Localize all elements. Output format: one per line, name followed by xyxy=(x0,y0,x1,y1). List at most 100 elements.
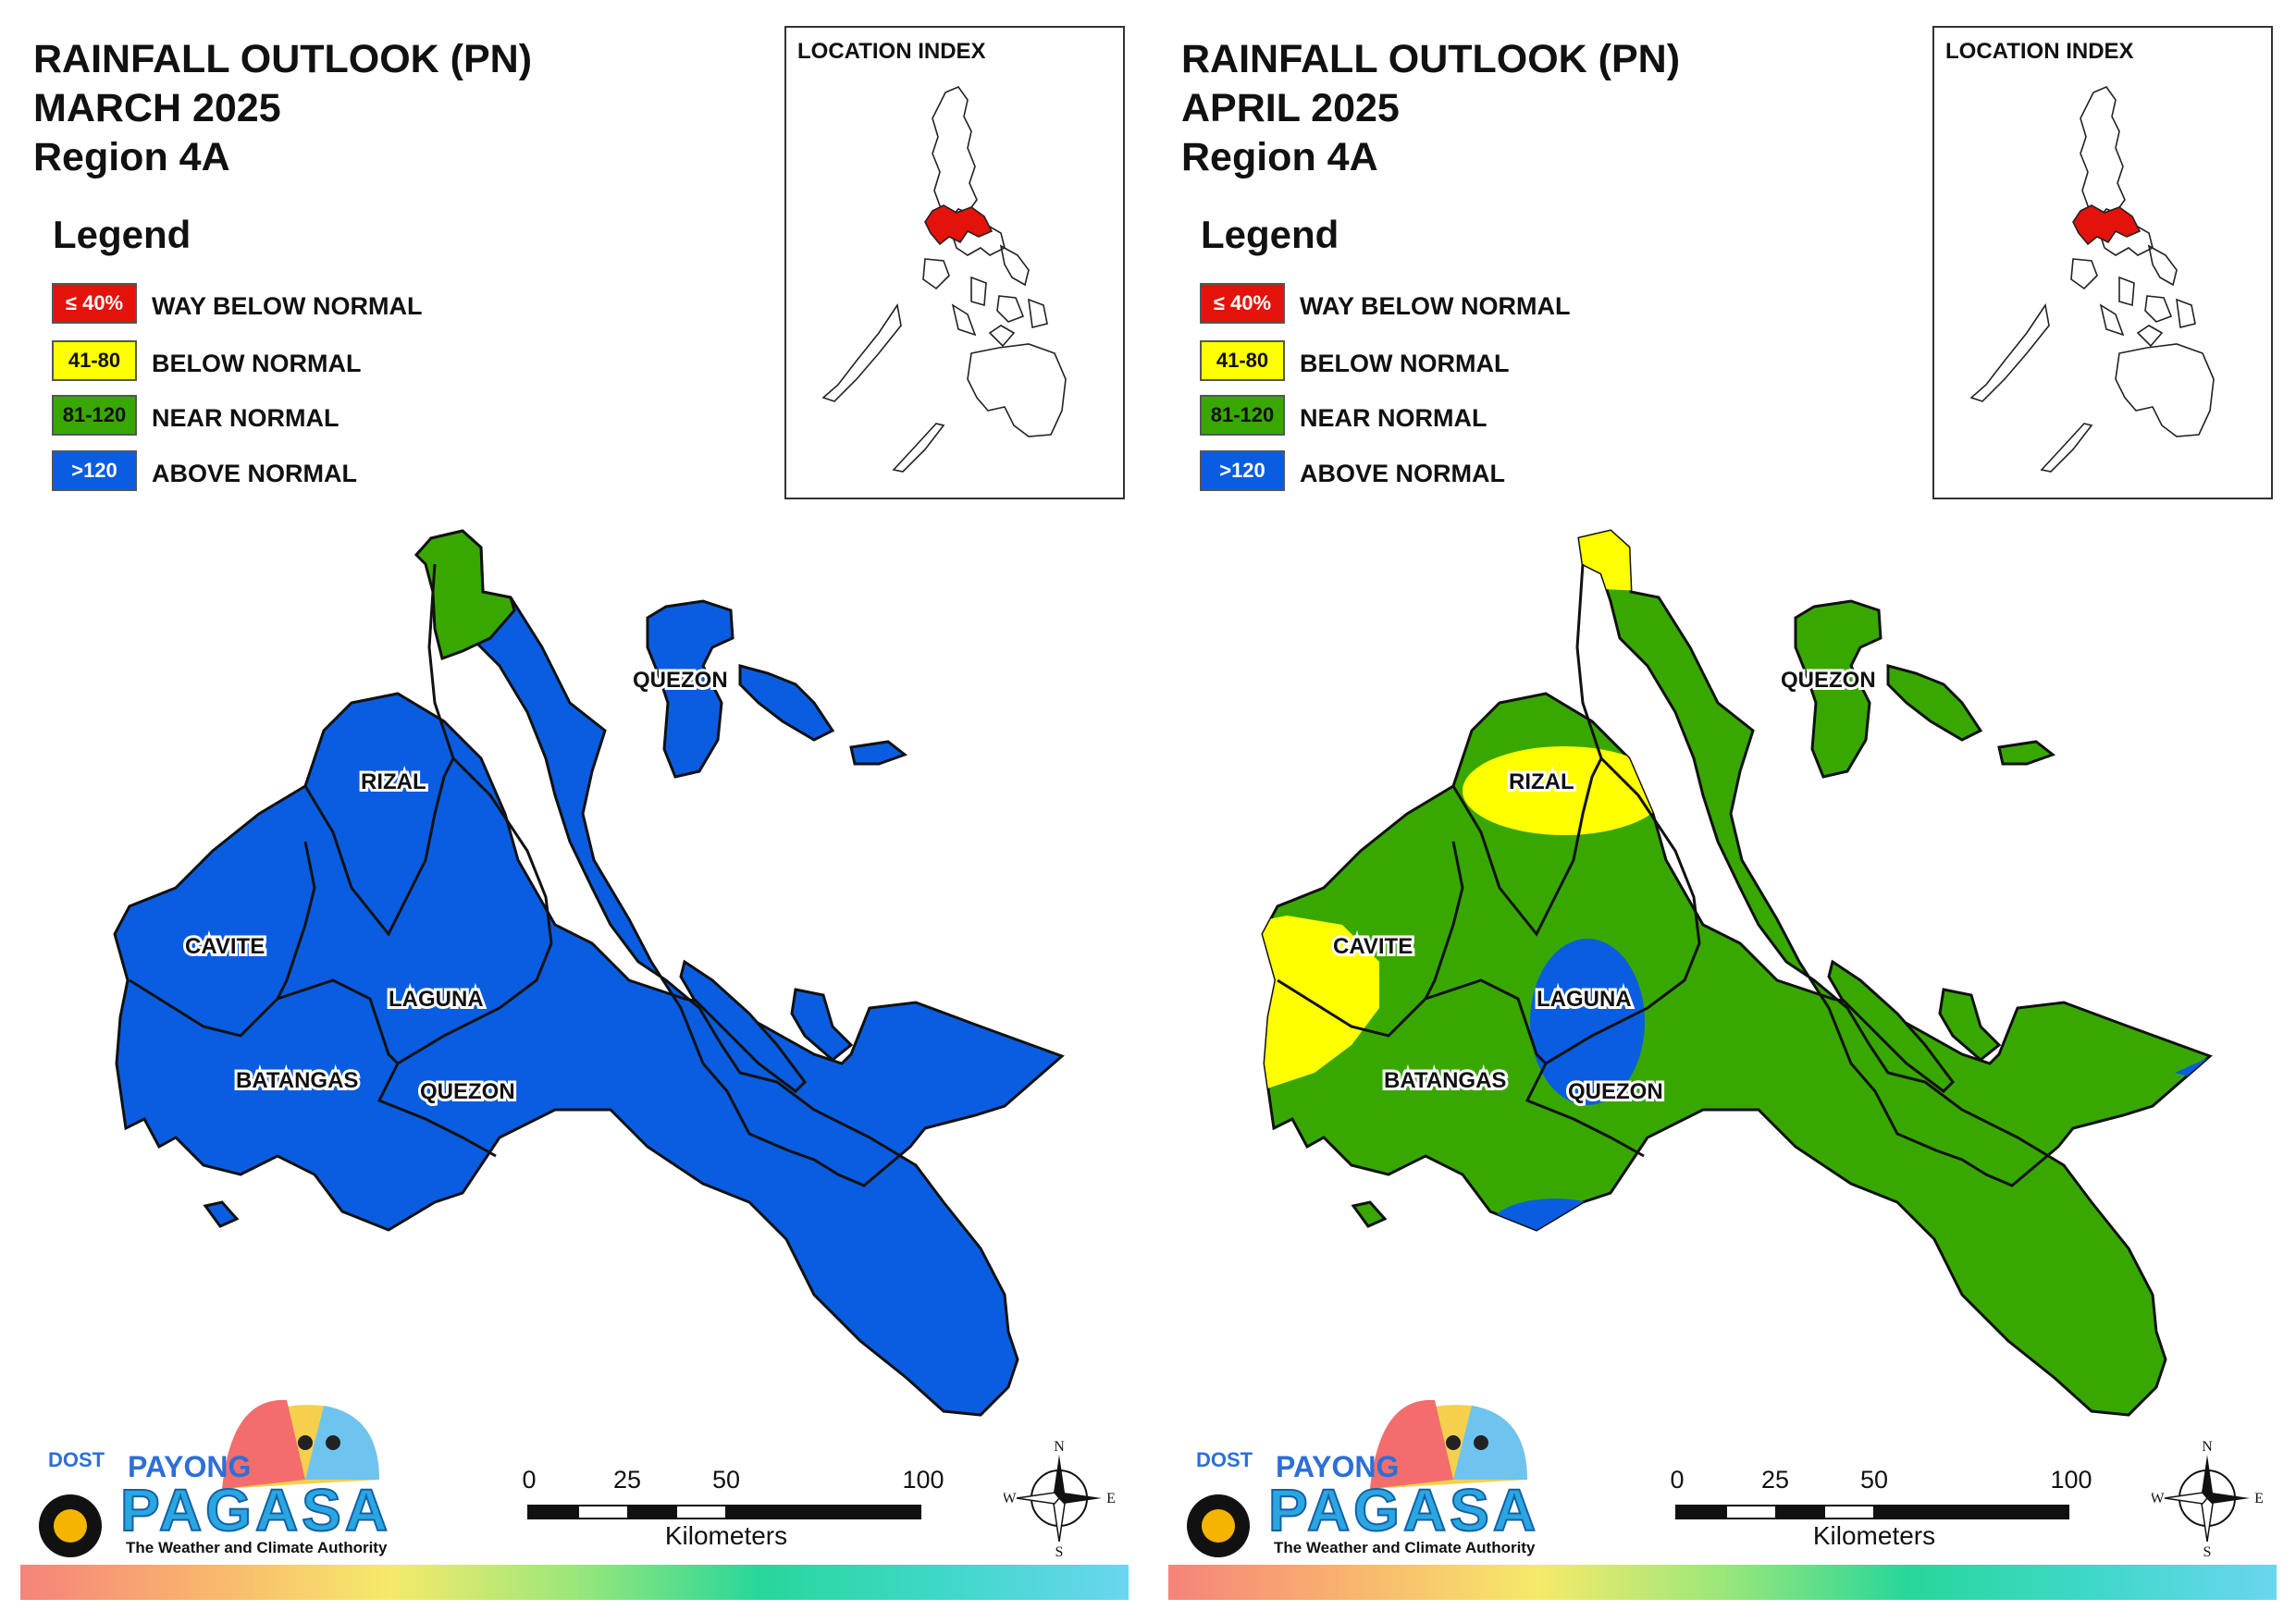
scale-tick: 25 xyxy=(612,1466,642,1494)
label-batangas: BATANGAS xyxy=(1384,1068,1506,1093)
legend-swatch: >120 xyxy=(1200,450,1285,491)
scale-tick: 50 xyxy=(711,1466,741,1494)
legend-title: Legend xyxy=(53,213,191,256)
scale-bar: 0 25 50 100 Kilometers xyxy=(1670,1466,2092,1568)
legend-label: BELOW NORMAL xyxy=(1300,350,1510,377)
region-4a-highlight xyxy=(924,204,994,246)
logo-payong: PAYONG xyxy=(128,1450,252,1483)
scale-tick: 100 xyxy=(902,1466,944,1494)
logo-tagline: The Weather and Climate Authority xyxy=(1274,1539,1536,1556)
logo-tagline: The Weather and Climate Authority xyxy=(126,1539,388,1556)
label-quezon-south: QUEZON xyxy=(1568,1079,1663,1104)
province-labels: QUEZON RIZAL CAVITE LAGUNA BATANGAS QUEZ… xyxy=(1330,665,1879,1107)
legend-swatch: 81-120 xyxy=(1200,395,1285,436)
province-labels: QUEZON RIZAL CAVITE LAGUNA BATANGAS QUEZ… xyxy=(182,665,731,1107)
location-index: LOCATION INDEX xyxy=(784,26,1125,499)
label-cavite: CAVITE xyxy=(185,934,265,959)
compass-w: W xyxy=(1004,1491,1017,1506)
compass-icon: N S E W xyxy=(2150,1439,2263,1560)
legend-label: WAY BELOW NORMAL xyxy=(1300,292,1571,320)
logo-pagasa: PAGASA xyxy=(1267,1476,1540,1544)
logo-dost: DOST xyxy=(48,1448,105,1471)
map-title: RAINFALL OUTLOOK (PN) MARCH 2025 Region … xyxy=(33,35,532,182)
region-4a-highlight xyxy=(2072,204,2142,246)
legend-swatch: ≤ 40% xyxy=(1200,283,1285,324)
compass-rose: N S E W xyxy=(1002,1438,1115,1560)
philippines-index-map xyxy=(1969,86,2215,473)
legend-label: WAY BELOW NORMAL xyxy=(152,292,423,320)
color-band xyxy=(20,1565,1129,1600)
label-rizal: RIZAL xyxy=(1509,769,1574,794)
title-line-1: RAINFALL OUTLOOK (PN) xyxy=(33,37,533,81)
location-index: LOCATION INDEX xyxy=(1932,26,2273,499)
color-band xyxy=(1168,1565,2277,1600)
region-4a-map: QUEZON RIZAL CAVITE LAGUNA BATANGAS QUEZ… xyxy=(1261,529,2213,1417)
label-batangas: BATANGAS xyxy=(236,1068,358,1093)
scale-tick: 50 xyxy=(1859,1466,1889,1494)
label-quezon-south: QUEZON xyxy=(420,1079,515,1104)
logo-payong: PAYONG xyxy=(1276,1450,1400,1483)
philippines-index-map xyxy=(821,86,1067,473)
label-laguna: LAGUNA xyxy=(1537,987,1632,1012)
title-line-3: Region 4A xyxy=(1181,135,1378,179)
compass-e: E xyxy=(1106,1491,1115,1506)
label-quezon-north: QUEZON xyxy=(1781,668,1876,693)
logo-pagasa: PAGASA xyxy=(119,1476,392,1544)
legend-label: BELOW NORMAL xyxy=(152,350,362,377)
legend-label: NEAR NORMAL xyxy=(1300,404,1487,432)
region-4a-map: QUEZON RIZAL CAVITE LAGUNA BATANGAS QUEZ… xyxy=(113,529,1065,1417)
zone-below-rizal xyxy=(1463,746,1666,835)
zone-above-south xyxy=(1490,1199,1620,1254)
compass-n: N xyxy=(1054,1439,1065,1455)
compass-s: S xyxy=(1055,1544,1064,1558)
legend-swatch: 81-120 xyxy=(52,395,137,436)
compass-n: N xyxy=(2202,1439,2213,1455)
compass-icon: N S E W xyxy=(1002,1439,1115,1560)
location-index-title: LOCATION INDEX xyxy=(797,39,986,64)
label-quezon-north: QUEZON xyxy=(633,668,728,693)
zone-below-north xyxy=(1555,531,1666,592)
zone-above-laguna xyxy=(1530,939,1645,1105)
compass-rose: N S E W xyxy=(2150,1438,2263,1560)
scale-tick: 0 xyxy=(522,1466,537,1494)
title-line-2: APRIL 2025 xyxy=(1181,86,1400,130)
legend-swatch: >120 xyxy=(52,450,137,491)
scale-tick: 0 xyxy=(1670,1466,1685,1494)
april-map-shapes xyxy=(1261,529,2213,1417)
legend-swatch: 41-80 xyxy=(1200,340,1285,381)
province-boundaries xyxy=(1277,563,1701,1158)
legend-swatch: 41-80 xyxy=(52,340,137,381)
umbrella-icon xyxy=(1187,1399,1527,1557)
legend-swatch: ≤ 40% xyxy=(52,283,137,324)
scale-tick: 25 xyxy=(1760,1466,1790,1494)
scale-unit: Kilometers xyxy=(1812,1521,1936,1550)
march-panel: RAINFALL OUTLOOK (PN) MARCH 2025 Region … xyxy=(20,26,1129,1600)
compass-e: E xyxy=(2254,1491,2263,1506)
scale-bar-graphic xyxy=(527,1505,921,1519)
scale-unit: Kilometers xyxy=(664,1521,788,1550)
label-rizal: RIZAL xyxy=(361,769,426,794)
zone-below-cavite xyxy=(1263,916,1379,1091)
title-line-2: MARCH 2025 xyxy=(33,86,281,130)
legend-label: NEAR NORMAL xyxy=(152,404,339,432)
legend-title: Legend xyxy=(1201,213,1339,256)
title-line-3: Region 4A xyxy=(33,135,230,179)
april-panel: RAINFALL OUTLOOK (PN) APRIL 2025 Region … xyxy=(1148,0,2296,1623)
label-cavite: CAVITE xyxy=(1333,934,1413,959)
scale-bar: 0 25 50 100 Kilometers xyxy=(522,1466,944,1568)
logo-dost: DOST xyxy=(1196,1448,1253,1471)
march-map-shapes xyxy=(113,529,1065,1417)
umbrella-icon xyxy=(39,1399,379,1557)
scale-bar-graphic xyxy=(1675,1505,2069,1519)
payong-pagasa-logo: DOST PAYONG PAGASA The Weather and Clima… xyxy=(28,1387,398,1563)
legend-label: ABOVE NORMAL xyxy=(152,460,357,487)
title-line-1: RAINFALL OUTLOOK (PN) xyxy=(1181,37,1681,81)
scale-tick: 100 xyxy=(2050,1466,2092,1494)
payong-pagasa-logo: DOST PAYONG PAGASA The Weather and Clima… xyxy=(1176,1387,1546,1563)
compass-s: S xyxy=(2203,1544,2212,1558)
location-index-title: LOCATION INDEX xyxy=(1945,39,2134,64)
province-boundaries xyxy=(129,563,553,1158)
compass-w: W xyxy=(2152,1491,2165,1506)
march-near-normal-zone xyxy=(414,529,516,660)
label-laguna: LAGUNA xyxy=(389,987,484,1012)
